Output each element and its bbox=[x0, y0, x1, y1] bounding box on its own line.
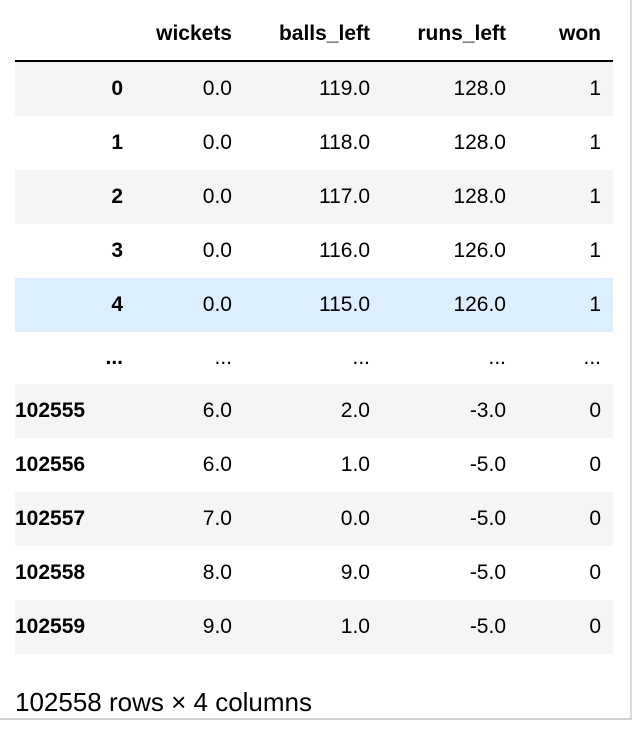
cell-runs-left: 128.0 bbox=[453, 131, 506, 154]
cell-runs-left: 126.0 bbox=[453, 293, 506, 316]
cell-balls-left: 0.0 bbox=[340, 507, 370, 530]
cell-border-bottom bbox=[0, 718, 632, 720]
row-index: 0 bbox=[111, 77, 123, 100]
header-row: wickets balls_left runs_left won bbox=[15, 8, 613, 62]
cell-balls-left: 116.0 bbox=[319, 239, 370, 262]
row-index: 2 bbox=[111, 185, 123, 208]
row-index: 102557 bbox=[15, 507, 86, 530]
row-index: 3 bbox=[111, 239, 123, 262]
cell-balls-left: 1.0 bbox=[340, 453, 370, 476]
cell-wickets: 0.0 bbox=[202, 131, 232, 154]
table-row: 1 0.0 118.0 128.0 1 bbox=[15, 116, 613, 170]
cell-won: 0 bbox=[589, 399, 601, 422]
cell-runs-left: -5.0 bbox=[469, 615, 506, 638]
cell-wickets: 7.0 bbox=[202, 507, 232, 530]
cell-balls-left: 1.0 bbox=[340, 615, 370, 638]
index-header bbox=[15, 8, 135, 62]
cell-runs-left: -5.0 bbox=[469, 507, 506, 530]
row-index: 102558 bbox=[15, 561, 86, 584]
cell-won: 0 bbox=[589, 507, 601, 530]
cell-wickets: ... bbox=[214, 346, 232, 369]
row-index: 102556 bbox=[15, 453, 86, 476]
cell-runs-left: -5.0 bbox=[469, 561, 506, 584]
table-row: 102558 8.0 9.0 -5.0 0 bbox=[15, 546, 613, 600]
cell-won: 1 bbox=[589, 293, 601, 316]
table-row: 102559 9.0 1.0 -5.0 0 bbox=[15, 600, 613, 654]
table-header: wickets balls_left runs_left won bbox=[15, 8, 613, 62]
column-header-wickets: wickets bbox=[135, 8, 244, 62]
cell-won: ... bbox=[583, 346, 601, 369]
cell-wickets: 0.0 bbox=[202, 239, 232, 262]
cell-runs-left: 128.0 bbox=[453, 77, 506, 100]
cell-balls-left: 2.0 bbox=[340, 399, 370, 422]
cell-won: 1 bbox=[589, 77, 601, 100]
column-header-runs-left: runs_left bbox=[382, 8, 518, 62]
cell-runs-left: 126.0 bbox=[453, 239, 506, 262]
cell-won: 1 bbox=[589, 131, 601, 154]
cell-balls-left: 119.0 bbox=[319, 77, 370, 100]
cell-runs-left: ... bbox=[488, 346, 506, 369]
cell-won: 0 bbox=[589, 615, 601, 638]
table-row: 2 0.0 117.0 128.0 1 bbox=[15, 170, 613, 224]
row-index: 102555 bbox=[15, 399, 86, 422]
cell-runs-left: 128.0 bbox=[453, 185, 506, 208]
table-row: ............... bbox=[15, 332, 613, 384]
cell-border-right bbox=[630, 0, 632, 720]
cell-wickets: 9.0 bbox=[202, 615, 232, 638]
cell-wickets: 6.0 bbox=[202, 453, 232, 476]
cell-runs-left: -3.0 bbox=[469, 399, 506, 422]
table-row: 0 0.0 119.0 128.0 1 bbox=[15, 61, 613, 116]
table-row: 3 0.0 116.0 126.0 1 bbox=[15, 224, 613, 278]
cell-won: 0 bbox=[589, 561, 601, 584]
row-index: 4 bbox=[111, 293, 123, 316]
row-index: 102559 bbox=[15, 615, 86, 638]
cell-balls-left: 115.0 bbox=[319, 293, 370, 316]
cell-wickets: 0.0 bbox=[202, 185, 232, 208]
cell-won: 1 bbox=[589, 185, 601, 208]
cell-wickets: 0.0 bbox=[202, 77, 232, 100]
row-index: 1 bbox=[111, 131, 123, 154]
row-index: ... bbox=[105, 346, 123, 369]
cell-balls-left: 118.0 bbox=[319, 131, 370, 154]
table-row: 102557 7.0 0.0 -5.0 0 bbox=[15, 492, 613, 546]
cell-won: 1 bbox=[589, 239, 601, 262]
table-row: 4 0.0 115.0 126.0 1 bbox=[15, 278, 613, 332]
column-header-won: won bbox=[518, 8, 613, 62]
table-row: 102556 6.0 1.0 -5.0 0 bbox=[15, 438, 613, 492]
cell-won: 0 bbox=[589, 453, 601, 476]
shape-summary: 102558 rows × 4 columns bbox=[15, 687, 313, 717]
table-row: 102555 6.0 2.0 -3.0 0 bbox=[15, 384, 613, 438]
cell-wickets: 0.0 bbox=[202, 293, 232, 316]
cell-wickets: 8.0 bbox=[202, 561, 232, 584]
table-body: 0 0.0 119.0 128.0 1 1 0.0 118.0 128.0 1 2 0.0 117.0 1… bbox=[15, 61, 613, 654]
column-header-balls-left: balls_left bbox=[244, 8, 382, 62]
dataframe-table: wickets balls_left runs_left won 0 0.0 119… bbox=[15, 8, 613, 654]
cell-balls-left: 9.0 bbox=[340, 561, 370, 584]
cell-balls-left: 117.0 bbox=[319, 185, 370, 208]
cell-wickets: 6.0 bbox=[202, 399, 232, 422]
cell-runs-left: -5.0 bbox=[469, 453, 506, 476]
cell-balls-left: ... bbox=[352, 346, 370, 369]
